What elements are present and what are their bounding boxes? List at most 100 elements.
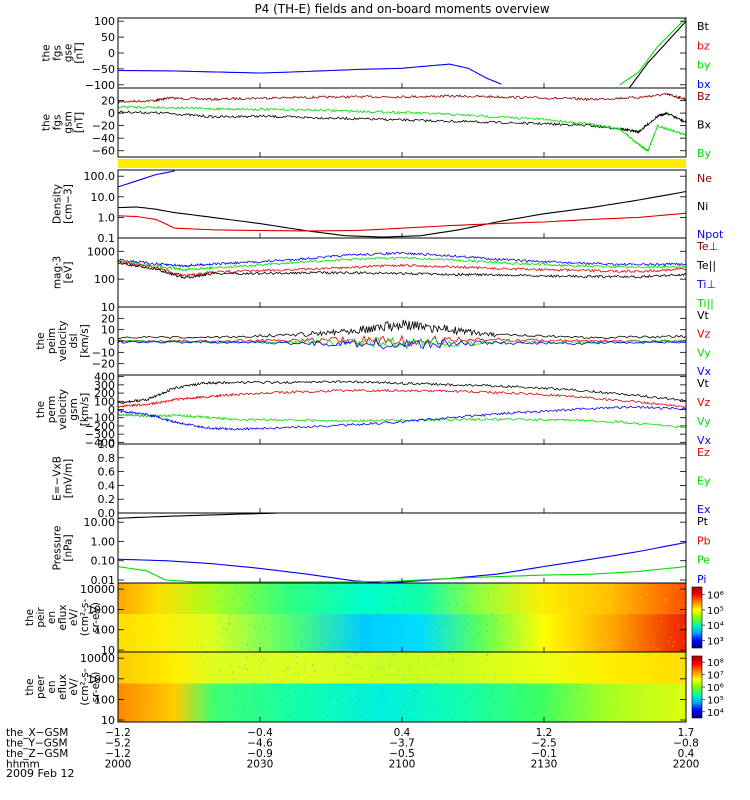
heatmap-speck bbox=[494, 622, 497, 625]
heatmap-speck bbox=[362, 634, 364, 636]
y-tick-label: 0 bbox=[108, 335, 115, 348]
heatmap-speck bbox=[572, 713, 574, 716]
heatmap-speck bbox=[625, 681, 628, 684]
heatmap-speck bbox=[680, 694, 682, 696]
heatmap-speck bbox=[325, 650, 328, 652]
colorbar-label: 10⁶ bbox=[707, 683, 724, 694]
y-axis-label-line: E=−VxB bbox=[52, 456, 64, 501]
heatmap-speck bbox=[258, 665, 261, 667]
heatmap-speck bbox=[261, 701, 264, 703]
heatmap-speck bbox=[181, 671, 183, 673]
heatmap-speck bbox=[459, 617, 461, 620]
heatmap-speck bbox=[179, 613, 181, 615]
heatmap-speck bbox=[124, 667, 126, 670]
heatmap-speck bbox=[145, 673, 147, 676]
heatmap-speck bbox=[325, 596, 327, 598]
heatmap-speck bbox=[354, 655, 357, 657]
heatmap-speck bbox=[172, 587, 175, 589]
heatmap-speck bbox=[322, 712, 324, 714]
series-group bbox=[118, 92, 686, 153]
heatmap-speck bbox=[325, 715, 328, 717]
heatmap-speck bbox=[395, 637, 398, 640]
heatmap-speck bbox=[134, 611, 136, 614]
heatmap-upper bbox=[118, 652, 686, 684]
heatmap-speck bbox=[223, 699, 226, 702]
heatmap-speck bbox=[203, 623, 205, 626]
heatmap-speck bbox=[636, 639, 638, 641]
y-axis-label-line: the bbox=[24, 609, 36, 626]
heatmap-speck bbox=[319, 615, 322, 617]
heatmap-speck bbox=[561, 634, 563, 636]
heatmap-speck bbox=[329, 606, 331, 609]
series-line-Vx bbox=[118, 405, 686, 431]
heatmap-speck bbox=[258, 697, 261, 700]
series-line-Bz bbox=[118, 92, 686, 104]
heatmap-speck bbox=[234, 710, 237, 712]
heatmap-speck bbox=[583, 633, 586, 636]
x-row-label: the_Y−GSM bbox=[6, 738, 68, 750]
y-tick-label: 0.10 bbox=[91, 555, 116, 568]
heatmap-speck bbox=[500, 590, 503, 592]
heatmap-speck bbox=[602, 593, 604, 595]
heatmap-speck bbox=[649, 672, 651, 675]
heatmap-speck bbox=[328, 696, 330, 698]
heatmap-speck bbox=[665, 715, 668, 717]
heatmap-speck bbox=[213, 641, 215, 644]
panel-frame bbox=[117, 374, 687, 445]
heatmap-speck bbox=[247, 644, 250, 646]
y-tick-label: 10 bbox=[101, 324, 115, 337]
heatmap-speck bbox=[568, 707, 571, 709]
heatmap-speck bbox=[504, 680, 507, 682]
x-row-value: 2000 bbox=[105, 759, 132, 771]
y-tick-label: −400 bbox=[85, 436, 115, 449]
heatmap-speck bbox=[532, 607, 535, 609]
heatmap-speck bbox=[243, 704, 246, 706]
heatmap-speck bbox=[369, 680, 372, 682]
heatmap-speck bbox=[512, 685, 514, 688]
x-row-value: −0.5 bbox=[389, 748, 415, 760]
heatmap-speck bbox=[440, 700, 442, 703]
heatmap-speck bbox=[365, 652, 368, 654]
heatmap-speck bbox=[158, 664, 161, 667]
heatmap-speck bbox=[346, 671, 349, 673]
heatmap-speck bbox=[389, 633, 391, 635]
heatmap-speck bbox=[358, 624, 361, 626]
heatmap-speck bbox=[563, 669, 566, 672]
heatmap-speck bbox=[430, 588, 433, 591]
heatmap-speck bbox=[506, 629, 509, 631]
heatmap-speck bbox=[130, 627, 132, 630]
heatmap-speck bbox=[253, 702, 255, 705]
heatmap-speck bbox=[451, 717, 453, 720]
x-row-label: the_X−GSM bbox=[6, 727, 68, 739]
y-tick-label: 1.0 bbox=[98, 438, 116, 451]
heatmap-speck bbox=[590, 652, 592, 654]
heatmap-speck bbox=[590, 611, 592, 614]
panel-temperature: 1000 100 10 mag·3 [eV] Te⊥ Te|| Ti⊥ Ti|| bbox=[52, 237, 718, 314]
heatmap-speck bbox=[673, 641, 676, 644]
legend-item-Ti⊥: Ti⊥ bbox=[696, 278, 716, 291]
heatmap-speck bbox=[628, 682, 630, 685]
heatmap-speck bbox=[371, 596, 374, 598]
colorbar-label: 10⁸ bbox=[707, 658, 724, 669]
heatmap-speck bbox=[681, 599, 684, 602]
heatmap-speck bbox=[588, 643, 591, 646]
x-row-value: −5.2 bbox=[105, 738, 131, 750]
heatmap-speck bbox=[252, 595, 255, 597]
panel-frame bbox=[117, 17, 687, 89]
heatmap-speck bbox=[551, 659, 553, 661]
legend-item-Vz: Vz bbox=[697, 396, 711, 409]
heatmap-speck bbox=[611, 629, 613, 631]
y-axis-label-line: the bbox=[41, 114, 53, 131]
colorbar-label: 10³ bbox=[707, 636, 724, 647]
heatmap-speck bbox=[682, 674, 684, 677]
heatmap-speck bbox=[161, 682, 164, 685]
panel-e-field: 1.00.80.60.40.20.0 E=−VxB [mV/m] Ez Ey Ex bbox=[52, 438, 711, 520]
legend-item-Ey: Ey bbox=[697, 475, 711, 488]
heatmap-speck bbox=[126, 652, 129, 655]
heatmap-speck bbox=[251, 692, 253, 694]
heatmap-speck bbox=[373, 585, 376, 588]
heatmap-speck bbox=[578, 590, 580, 592]
heatmap-speck bbox=[432, 666, 435, 668]
